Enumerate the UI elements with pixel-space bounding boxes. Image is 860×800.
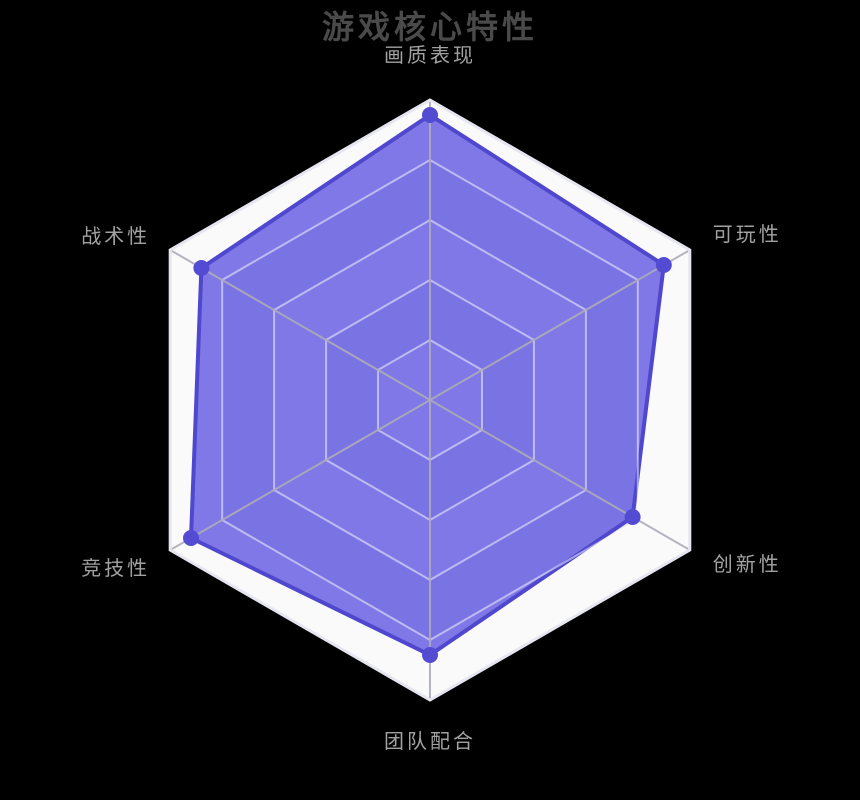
radar-axis-line-2 [429, 399, 691, 551]
radar-axis-label-4: 竞技性 [81, 557, 150, 580]
radar-data-point-5 [193, 260, 210, 276]
radar-data-point-4 [183, 530, 199, 546]
radar-axis-label-0: 画质表现 [384, 44, 476, 67]
radar-axis-line-4 [169, 399, 431, 551]
radar-axis-line-1 [429, 249, 691, 401]
radar-data-point-0 [422, 107, 438, 123]
radar-axis-label-5: 战术性 [81, 225, 150, 248]
radar-axis-label-1: 可玩性 [713, 223, 782, 246]
radar-axis-label-3: 团队配合 [384, 730, 476, 753]
radar-outer-ring [168, 98, 692, 702]
radar-data-point-3 [422, 647, 438, 663]
radar-axis-label-2: 创新性 [713, 553, 782, 576]
radar-data-point-1 [655, 257, 672, 273]
radar-data-point-2 [624, 509, 641, 525]
chart-title: 游戏核心特性 [321, 9, 538, 45]
radar-axis-line-5 [169, 249, 431, 401]
